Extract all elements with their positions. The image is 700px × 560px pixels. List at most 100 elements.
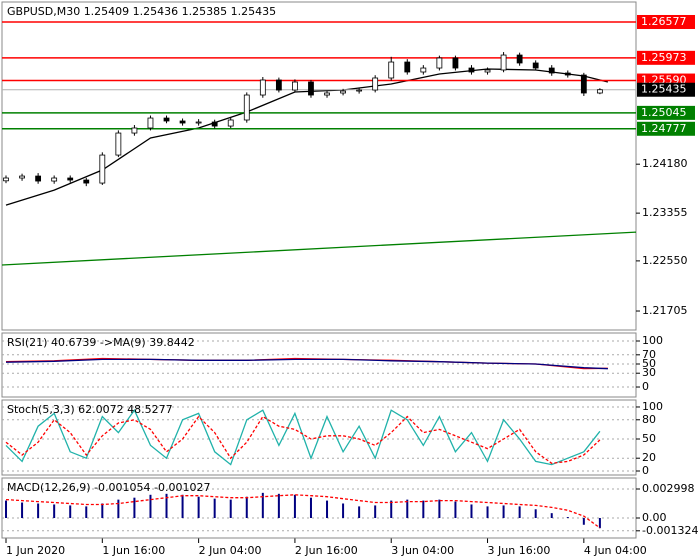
candle-body (596, 89, 603, 94)
candle-body (259, 79, 266, 96)
x-tick-label: 3 Jun 04:00 (391, 544, 454, 557)
x-tick-label: 4 Jun 04:00 (584, 544, 647, 557)
candle-body (484, 69, 491, 73)
y-tick-label: 50 (642, 357, 656, 370)
y-tick-label: 0 (642, 464, 649, 477)
y-tick-label: 100 (642, 400, 663, 413)
y-tick-label: 80 (642, 413, 656, 426)
candle-body (3, 177, 9, 182)
histogram-bar (5, 500, 8, 518)
histogram-bar (85, 506, 88, 518)
bid-label: 1.25435 (641, 83, 687, 96)
histogram-bar (261, 492, 264, 518)
histogram-bar (53, 504, 56, 518)
series-line (5, 408, 601, 466)
candle-body (179, 120, 186, 124)
series-line (2, 231, 636, 266)
candle-body (195, 121, 202, 124)
level-label-box (637, 121, 695, 136)
histogram-bar (149, 494, 152, 518)
candle-body (243, 94, 250, 121)
candle-body (516, 54, 523, 64)
candle-body (340, 90, 346, 94)
panel-frame (1, 332, 637, 398)
candle-body (227, 119, 234, 127)
histogram-bar (37, 503, 40, 518)
level-label: 1.25973 (641, 51, 687, 64)
histogram-bar (293, 494, 296, 518)
candle-body (548, 67, 555, 74)
candle-body (404, 61, 411, 73)
panel-frame (1, 477, 637, 539)
candle-body (436, 57, 443, 69)
candle-body (308, 81, 314, 96)
y-tick-label: 1.22550 (642, 254, 688, 267)
histogram-bar (518, 506, 521, 518)
histogram-bar (534, 509, 537, 518)
histogram-bar (438, 499, 441, 518)
candle-body (67, 177, 74, 181)
candle-body (115, 132, 122, 156)
candle-body (324, 92, 330, 96)
histogram-bar (550, 513, 553, 518)
histogram-bar (117, 499, 120, 518)
series-line (5, 68, 609, 206)
histogram-bar (133, 497, 136, 518)
histogram-bar (454, 501, 457, 518)
candle-body (51, 177, 58, 182)
candle-body (372, 77, 379, 91)
histogram-bar (342, 503, 345, 518)
y-tick-label: -0.001324 (642, 524, 698, 537)
x-tick-label: 1 Jun 2020 (6, 544, 65, 557)
histogram-bar (422, 500, 425, 518)
panel-title: RSI(21) 40.6739 ->MA(9) 39.8442 (7, 336, 195, 349)
candle-body (452, 57, 459, 69)
series-line (5, 494, 601, 529)
y-tick-label: 70 (642, 348, 656, 361)
candle-body (163, 117, 170, 122)
candle-body (131, 127, 138, 134)
candle-body (532, 62, 539, 69)
histogram-bar (566, 517, 569, 518)
histogram-bar (486, 506, 489, 518)
level-label-box (637, 50, 695, 65)
histogram-bar (406, 499, 409, 518)
y-tick-label: 0.00 (642, 511, 667, 524)
histogram-bar (582, 517, 585, 525)
histogram-bar (358, 506, 361, 518)
y-tick-label: 20 (642, 451, 656, 464)
level-label-box (637, 105, 695, 120)
histogram-bar (245, 496, 248, 518)
histogram-bar (197, 496, 200, 518)
y-tick-label: 1.23355 (642, 206, 688, 219)
y-tick-label: 50 (642, 432, 656, 445)
y-tick-label: 30 (642, 366, 656, 379)
y-tick-label: 0.002998 (642, 482, 695, 495)
series-line (5, 358, 608, 370)
panel-title: Stoch(5,3,3) 62.0072 48.5277 (7, 403, 173, 416)
candle-body (580, 74, 587, 94)
y-tick-label: 100 (642, 334, 663, 347)
y-tick-label: 1.24180 (642, 157, 688, 170)
histogram-bar (374, 505, 377, 518)
level-label: 1.25045 (641, 106, 687, 119)
histogram-bar (213, 498, 216, 518)
histogram-bar (229, 499, 232, 518)
x-tick-label: 2 Jun 04:00 (199, 544, 262, 557)
candle-body (356, 89, 363, 92)
candle-body (99, 154, 106, 184)
panel-frame (1, 1, 637, 331)
candle-body (500, 54, 507, 71)
x-tick-label: 2 Jun 16:00 (295, 544, 358, 557)
candle-body (388, 61, 395, 79)
candle-body (147, 117, 154, 129)
candle-body (420, 67, 427, 73)
histogram-bar (69, 505, 72, 518)
histogram-bar (502, 505, 505, 518)
histogram-bar (598, 517, 601, 529)
level-label-box (637, 14, 695, 29)
histogram-bar (309, 497, 312, 518)
histogram-bar (470, 504, 473, 518)
